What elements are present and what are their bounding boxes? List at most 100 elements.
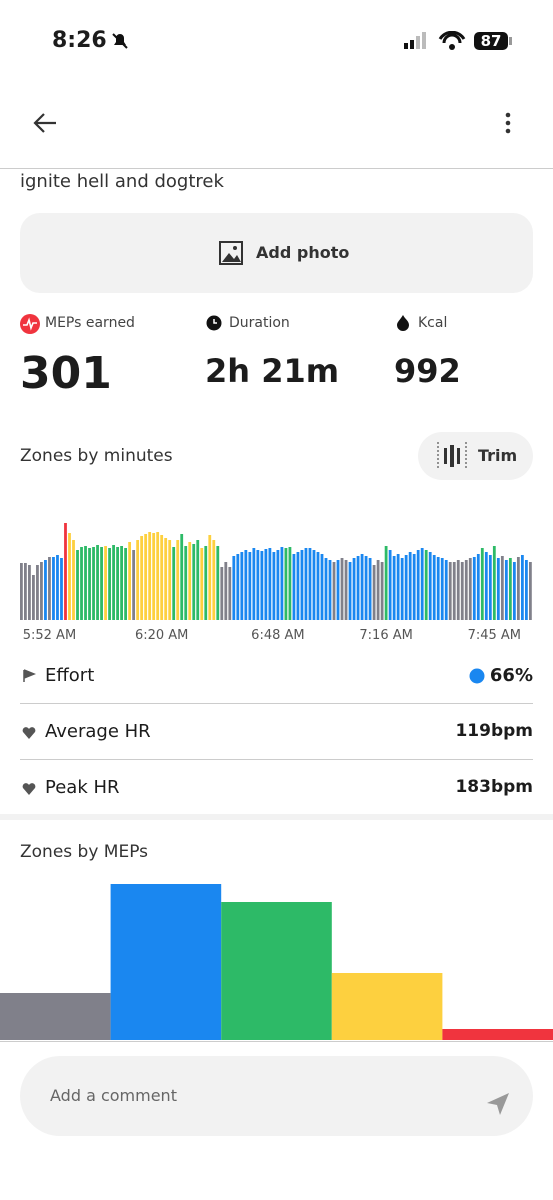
bar — [384, 546, 388, 620]
stat-value: 2h 21m — [205, 352, 340, 390]
bar — [216, 546, 220, 620]
bar — [448, 562, 452, 620]
bar — [356, 556, 360, 620]
section-title: Zones by MEPs — [20, 842, 149, 862]
bar — [312, 550, 316, 620]
bar — [168, 540, 172, 620]
bar — [184, 546, 188, 620]
bar — [392, 556, 396, 620]
trim-button[interactable]: Trim — [418, 432, 533, 480]
trim-icon — [437, 442, 467, 470]
bar — [484, 552, 488, 620]
bar — [176, 540, 180, 620]
bar — [224, 562, 228, 620]
bar — [404, 555, 408, 620]
bar — [108, 548, 111, 620]
bar — [352, 558, 356, 620]
bar — [472, 557, 476, 620]
bar — [120, 546, 124, 620]
battery-level: 87 — [480, 32, 502, 50]
bar — [300, 550, 304, 620]
bar — [72, 540, 75, 620]
bar — [420, 548, 424, 620]
bar — [148, 532, 152, 620]
comment-placeholder: Add a comment — [50, 1086, 177, 1105]
bar — [460, 562, 464, 620]
x-tick-label: 6:20 AM — [135, 628, 188, 643]
flag-icon — [23, 669, 36, 682]
send-button[interactable] — [486, 1092, 510, 1116]
bar — [331, 973, 443, 1040]
menu-button[interactable] — [500, 110, 516, 136]
bar — [0, 993, 111, 1040]
bar — [292, 554, 296, 620]
bar — [348, 562, 352, 620]
bar — [128, 542, 132, 620]
bar — [110, 884, 222, 1040]
bar — [240, 552, 244, 620]
bar — [252, 548, 256, 620]
bar — [236, 554, 240, 620]
bar — [132, 550, 136, 620]
stat-label: Duration — [229, 315, 290, 331]
bar — [88, 548, 91, 620]
bar — [528, 562, 532, 620]
divider — [20, 759, 533, 760]
bar — [96, 545, 99, 620]
add-photo-button[interactable]: Add photo — [20, 213, 533, 293]
heart-icon — [22, 727, 36, 739]
x-tick-label: 7:16 AM — [359, 628, 412, 643]
bar — [136, 540, 140, 620]
bar — [92, 547, 95, 620]
bar — [152, 533, 156, 620]
bar — [24, 563, 27, 620]
bar — [260, 551, 264, 620]
minutes-chart: 5:52 AM 6:20 AM 6:48 AM 7:16 AM 7:45 AM — [20, 523, 532, 643]
bar — [221, 902, 332, 1040]
bar — [264, 549, 268, 620]
bar — [436, 557, 440, 620]
bar — [408, 552, 412, 620]
bar — [344, 560, 348, 620]
bar — [504, 560, 508, 620]
bar — [412, 554, 416, 620]
bar — [456, 560, 460, 620]
x-tick-label: 6:48 AM — [251, 628, 304, 643]
bar — [36, 565, 39, 620]
bar — [80, 547, 83, 620]
bar — [116, 547, 119, 620]
bar — [428, 552, 432, 620]
bar — [400, 558, 404, 620]
status-icons — [404, 31, 512, 50]
bar — [212, 540, 216, 620]
divider — [0, 168, 553, 169]
back-button[interactable] — [30, 110, 60, 136]
bar — [28, 565, 31, 620]
bar — [304, 548, 308, 620]
effort-dot — [469, 668, 485, 684]
bar — [204, 546, 208, 620]
bar — [288, 547, 292, 620]
bar — [424, 550, 428, 620]
metric-label: Effort — [45, 665, 95, 686]
comment-input[interactable]: Add a comment — [20, 1056, 533, 1136]
bar — [52, 557, 55, 620]
bar — [476, 554, 480, 620]
metric-label: Average HR — [45, 721, 151, 742]
bar — [160, 535, 164, 620]
bar — [296, 552, 300, 620]
bar — [500, 556, 504, 620]
bar — [220, 567, 224, 620]
bar — [164, 538, 168, 620]
stat-value: 992 — [394, 352, 461, 390]
add-photo-label: Add photo — [256, 243, 350, 262]
bar — [196, 540, 200, 620]
x-tick-label: 5:52 AM — [23, 628, 76, 643]
bar — [328, 560, 332, 620]
bar — [452, 562, 456, 620]
bar — [388, 550, 392, 620]
bar — [68, 533, 71, 620]
bar — [48, 557, 51, 620]
bar — [272, 552, 276, 620]
bar — [188, 542, 192, 620]
